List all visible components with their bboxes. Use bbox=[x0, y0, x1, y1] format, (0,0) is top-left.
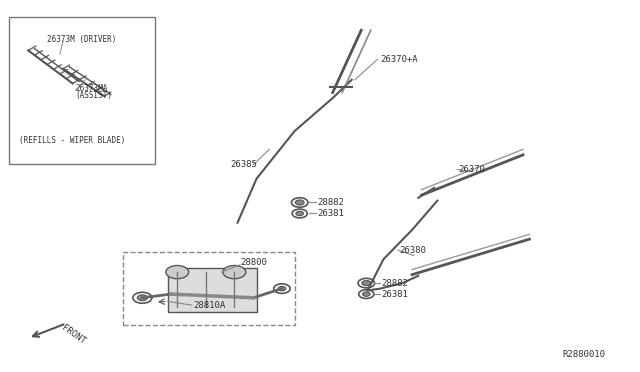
FancyBboxPatch shape bbox=[9, 17, 155, 164]
Circle shape bbox=[292, 209, 307, 218]
Circle shape bbox=[362, 280, 371, 286]
Text: 26381: 26381 bbox=[317, 209, 344, 218]
Text: 28810A: 28810A bbox=[193, 301, 225, 310]
Text: 26370+A: 26370+A bbox=[380, 55, 418, 64]
Circle shape bbox=[274, 284, 290, 294]
Circle shape bbox=[358, 290, 374, 298]
Text: 26380: 26380 bbox=[399, 246, 426, 254]
Circle shape bbox=[358, 278, 374, 288]
Text: 26385: 26385 bbox=[230, 160, 257, 169]
Text: 26373M (DRIVER): 26373M (DRIVER) bbox=[47, 35, 116, 44]
Circle shape bbox=[296, 211, 303, 216]
Text: 26373MA: 26373MA bbox=[76, 84, 108, 93]
Text: 26381: 26381 bbox=[381, 289, 408, 299]
Circle shape bbox=[278, 286, 285, 291]
Text: FRONT: FRONT bbox=[60, 323, 87, 346]
Text: 28882: 28882 bbox=[317, 198, 344, 207]
Text: 28882: 28882 bbox=[381, 279, 408, 288]
Circle shape bbox=[137, 295, 147, 301]
FancyBboxPatch shape bbox=[124, 252, 294, 325]
Circle shape bbox=[295, 200, 304, 205]
Circle shape bbox=[362, 292, 370, 296]
Text: 26370: 26370 bbox=[458, 165, 485, 174]
Text: (ASSIST): (ASSIST) bbox=[76, 91, 113, 100]
Circle shape bbox=[133, 292, 152, 303]
FancyBboxPatch shape bbox=[168, 269, 257, 312]
Circle shape bbox=[223, 266, 246, 279]
Text: 28800: 28800 bbox=[241, 259, 268, 267]
Circle shape bbox=[291, 198, 308, 207]
Circle shape bbox=[166, 266, 189, 279]
Text: R2880010: R2880010 bbox=[563, 350, 605, 359]
Text: (REFILLS - WIPER BLADE): (REFILLS - WIPER BLADE) bbox=[19, 136, 125, 145]
